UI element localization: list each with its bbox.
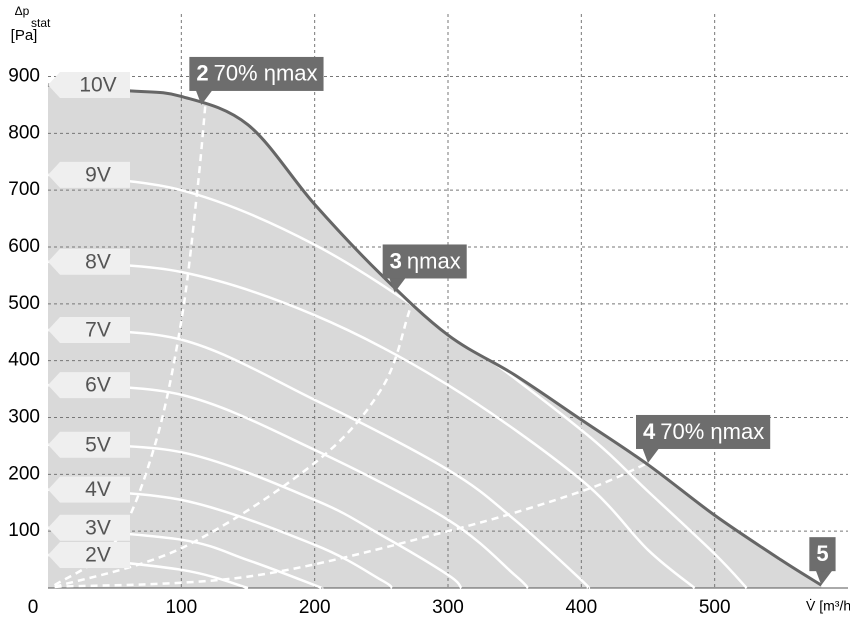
y-unit: [Pa] xyxy=(11,27,38,44)
annotation-number: 5 xyxy=(816,541,828,566)
voltage-tag: 7V xyxy=(48,316,130,343)
annotation-number: 2 xyxy=(196,61,208,86)
voltage-tag: 2V xyxy=(48,542,130,569)
y-label: Δp xyxy=(15,4,30,18)
tag-shape xyxy=(48,248,130,275)
voltage-tag: 10V xyxy=(48,72,130,99)
voltage-tag: 3V xyxy=(48,514,130,541)
annotation-number: 3 xyxy=(390,248,402,273)
voltage-label: 8V xyxy=(85,250,111,273)
annotation-text: 70% ηmax xyxy=(660,419,764,444)
voltage-curve xyxy=(47,83,823,587)
x-tick-label: 100 xyxy=(165,597,197,618)
y-tick-label: 200 xyxy=(8,463,40,484)
y-tick-label: 800 xyxy=(8,122,40,143)
voltage-label: 7V xyxy=(85,319,111,342)
tag-shape xyxy=(48,72,130,99)
tag-shape xyxy=(48,476,130,503)
y-tick-label: 600 xyxy=(8,236,40,257)
voltage-label: 10V xyxy=(79,74,116,97)
y-tick-label: 500 xyxy=(8,293,40,314)
efficiency-curve xyxy=(54,286,416,589)
voltage-tag: 5V xyxy=(48,431,130,458)
annotation-box xyxy=(189,56,324,91)
y-tick-label: 700 xyxy=(8,179,40,200)
voltage-curve xyxy=(47,443,463,589)
tag-shape xyxy=(48,372,130,399)
annotation-text: 70% ηmax xyxy=(214,61,318,86)
annotation-box xyxy=(636,414,771,449)
annotation-pointer xyxy=(642,446,660,463)
annotation: 4 70% ηmax xyxy=(636,414,771,463)
voltage-label: 3V xyxy=(85,516,111,539)
tag-shape xyxy=(48,161,130,188)
x-tick-label: 0 xyxy=(28,597,39,618)
y-label-sub: stat xyxy=(31,16,51,30)
annotation: 3 ηmax xyxy=(382,244,467,293)
x-tick-label: 300 xyxy=(432,597,464,618)
x-tick-label: 200 xyxy=(299,597,331,618)
annotation-box xyxy=(809,537,836,572)
efficiency-curve xyxy=(54,461,649,589)
x-tick-label: 400 xyxy=(565,597,597,618)
voltage-curve xyxy=(47,383,529,589)
annotation-pointer xyxy=(388,276,407,293)
voltage-tag: 8V xyxy=(48,248,130,275)
annotation-number: 4 xyxy=(643,419,656,444)
voltage-tag: 9V xyxy=(48,161,130,188)
voltage-curve xyxy=(47,328,591,590)
voltage-tag: 6V xyxy=(48,372,130,399)
annotation: 5 xyxy=(809,537,836,586)
annotation: 2 70% ηmax xyxy=(189,56,324,105)
y-tick-label: 400 xyxy=(8,350,40,371)
annotation-pointer xyxy=(815,569,834,586)
tag-shape xyxy=(48,542,130,569)
tag-shape xyxy=(48,514,130,541)
voltage-curve xyxy=(47,173,748,589)
y-tick-label: 300 xyxy=(8,407,40,428)
voltage-label: 2V xyxy=(85,544,111,567)
voltage-tag: 4V xyxy=(48,476,130,503)
annotation-box xyxy=(382,244,467,279)
voltage-label: 6V xyxy=(85,374,111,397)
tag-shape xyxy=(48,431,130,458)
voltage-curve xyxy=(47,260,696,589)
tag-shape xyxy=(48,316,130,343)
voltage-label: 9V xyxy=(85,163,111,186)
y-tick-label: 100 xyxy=(8,520,40,541)
x-label: V̇ [m³/h] xyxy=(806,598,850,614)
voltage-label: 4V xyxy=(85,478,111,501)
voltage-label: 5V xyxy=(85,433,111,456)
annotation-pointer xyxy=(195,88,214,105)
y-tick-label: 900 xyxy=(8,66,40,87)
annotation-text: ηmax xyxy=(407,248,461,273)
x-tick-label: 500 xyxy=(699,597,731,618)
